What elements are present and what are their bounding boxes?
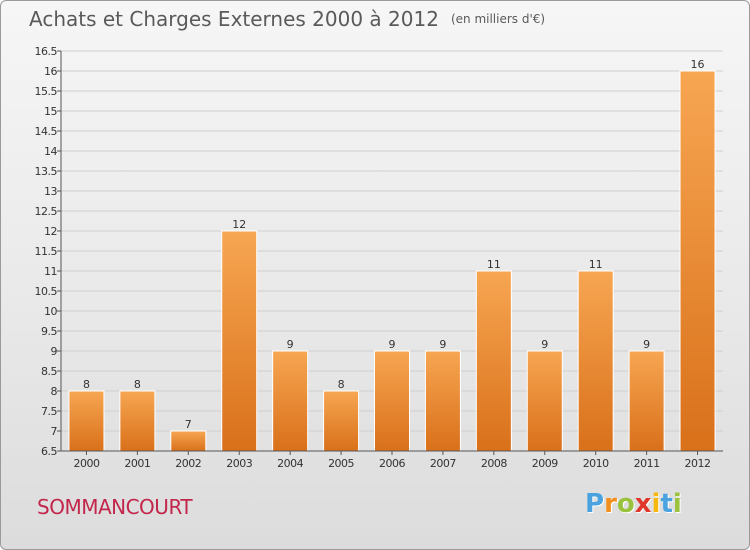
proxiti-logo: Proxiti — [585, 489, 682, 519]
bar-value-label: 9 — [389, 338, 396, 351]
y-tick-label: 8 — [51, 385, 58, 398]
bar-value-label: 9 — [643, 338, 650, 351]
y-tick-label: 10 — [44, 305, 57, 318]
logo-letter: i — [672, 489, 682, 519]
bar-value-label: 8 — [338, 378, 345, 391]
y-tick-label: 15 — [44, 105, 57, 118]
bar-value-label: 8 — [83, 378, 90, 391]
y-tick-label: 6.5 — [41, 445, 57, 458]
y-tick-label: 11 — [44, 265, 57, 278]
logo-letter: i — [651, 489, 661, 519]
y-tick-label: 16.5 — [35, 45, 58, 58]
logo-letter: P — [585, 489, 605, 519]
logo-letter: x — [634, 489, 652, 519]
bar-value-label: 11 — [589, 258, 603, 271]
bar — [68, 390, 105, 452]
x-tick-label: 2011 — [634, 457, 660, 470]
y-tick-label: 7.5 — [41, 405, 57, 418]
bar — [424, 350, 461, 452]
x-tick-label: 2007 — [430, 457, 456, 470]
x-tick-label: 2005 — [328, 457, 354, 470]
bar-value-label: 7 — [185, 418, 192, 431]
y-tick-label: 16 — [44, 65, 57, 78]
y-tick-label: 13 — [44, 185, 57, 198]
bar-value-label: 11 — [487, 258, 501, 271]
title-unit: (en milliers d'€) — [450, 12, 546, 26]
bar — [374, 350, 410, 452]
y-tick-label: 14.5 — [35, 125, 58, 138]
bar-value-label: 9 — [541, 338, 548, 351]
bar — [526, 350, 563, 452]
y-tick-label: 15.5 — [35, 85, 58, 98]
bars — [68, 70, 716, 452]
x-axis-ticks: 2000 2001 2002 2003 2004 2005 2006 2007 2008 2009… — [73, 451, 711, 470]
bar-value-label: 9 — [287, 338, 294, 351]
bar — [221, 230, 258, 452]
bar — [475, 270, 512, 452]
title-text: Achats et Charges Externes 2000 à 2012 — [29, 7, 439, 31]
bar — [323, 390, 360, 452]
logo-letter: o — [616, 489, 635, 519]
x-tick-label: 2001 — [124, 457, 150, 470]
logo-letter: r — [604, 489, 617, 519]
y-tick-label: 8.5 — [41, 365, 57, 378]
y-tick-label: 7 — [51, 425, 58, 438]
y-tick-label: 10.5 — [35, 285, 58, 298]
data-labels: 8 8 7 12 9 8 9 9 11 9 11 9 16 — [83, 58, 705, 431]
bar — [679, 70, 716, 452]
bar-value-label: 9 — [439, 338, 446, 351]
y-axis-ticks: 6.5 7 7.5 8 8.5 9 9.5 10 10.5 11 11.5 12 12.5 13 13.5 1… — [35, 45, 61, 458]
y-tick-label: 9 — [51, 345, 58, 358]
y-tick-label: 12 — [44, 225, 57, 238]
x-tick-label: 2012 — [685, 457, 711, 470]
bar — [170, 430, 207, 452]
x-tick-label: 2009 — [532, 457, 558, 470]
bar-value-label: 12 — [232, 218, 246, 231]
town-name: SOMMANCOURT — [37, 495, 193, 519]
y-tick-label: 12.5 — [35, 205, 58, 218]
axes — [60, 51, 723, 452]
x-tick-label: 2010 — [583, 457, 609, 470]
y-tick-label: 11.5 — [35, 245, 58, 258]
chart-title: Achats et Charges Externes 2000 à 2012 (e… — [29, 7, 545, 31]
bar — [272, 350, 309, 452]
bar — [577, 270, 614, 452]
x-tick-label: 2003 — [226, 457, 252, 470]
y-tick-label: 14 — [44, 145, 57, 158]
bar-value-label: 16 — [691, 58, 705, 71]
x-tick-label: 2008 — [481, 457, 507, 470]
x-tick-label: 2004 — [277, 457, 303, 470]
y-tick-label: 9.5 — [41, 325, 57, 338]
logo-letter: t — [660, 489, 673, 519]
x-tick-label: 2002 — [175, 457, 201, 470]
x-tick-label: 2000 — [73, 457, 99, 470]
bar — [119, 390, 156, 452]
bar-value-label: 8 — [134, 378, 141, 391]
y-tick-label: 13.5 — [35, 165, 58, 178]
bar — [628, 350, 665, 452]
x-tick-label: 2006 — [379, 457, 405, 470]
